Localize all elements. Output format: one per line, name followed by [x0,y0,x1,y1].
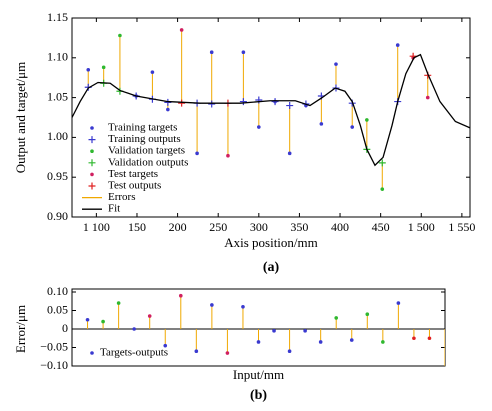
target-point [334,62,338,66]
error-point [178,293,183,298]
y-tick-label: 0.10 [47,284,68,298]
x-tick-label: 450 [372,220,390,234]
target-point [287,151,292,156]
error-point [443,368,447,372]
plot-area [72,28,470,191]
x-tick-label: 1 500 [408,220,435,234]
error-point [194,349,199,354]
y-tick-label: 0.05 [47,302,68,316]
caption: (a) [263,260,280,275]
target-point [209,50,214,55]
legend-marker [88,136,96,144]
y-axis-label: Error/μm [13,305,28,353]
x-tick-label: 350 [290,220,308,234]
error-point [163,343,168,348]
output-point [164,98,172,106]
error-point [132,327,136,331]
x-tick-label: 300 [250,220,268,234]
error-point [225,351,230,355]
output-point [178,99,186,107]
error-point [147,314,152,318]
x-axis-label: Input/mm [233,367,284,382]
y-axis-label: Output and target/μm [13,62,28,173]
y-tick-label: 1.00 [47,129,68,143]
target-point [395,43,400,47]
y-tick-label: −0.10 [40,358,68,372]
x-tick-label: 1 100 [83,220,110,234]
legend-marker [90,126,94,130]
output-point [378,159,386,167]
legend-marker [90,172,94,177]
legend-label: Validation outputs [108,156,188,168]
target-point [118,33,122,38]
target-point [150,70,155,74]
target-point [257,125,261,129]
error-point [241,305,245,309]
legend-label: Fit [108,203,120,215]
target-point [241,50,246,55]
target-point [179,28,184,32]
y-tick-label: 1.15 [47,10,68,24]
y-tick-label: 0.95 [47,169,68,183]
y-tick-label: −0.05 [40,339,68,353]
plot-area [72,293,447,372]
error-point [210,303,214,307]
error-point [396,301,401,305]
target-point [380,187,385,191]
y-tick-label: 0.90 [47,209,68,223]
error-point [85,317,90,322]
legend-label: Training outputs [108,133,181,145]
caption: (b) [250,388,267,403]
legend-marker [88,159,96,167]
fit-line [72,53,470,167]
x-tick-label: 250 [209,220,227,234]
legend-label: Validation targets [108,145,185,157]
x-tick-label: 150 [128,220,146,234]
output-point [271,98,279,106]
x-tick-label: 400 [331,220,349,234]
x-axis-label: Axis position/mm [224,235,318,250]
target-point [101,65,106,70]
legend-label: Errors [108,191,136,203]
error-point [256,340,261,344]
legend-label: Training targets [108,122,177,134]
error-point [116,301,121,305]
error-point [318,340,323,344]
error-point [427,336,432,341]
y-tick-label: 1.05 [47,89,68,103]
y-tick-label: 1.10 [47,50,68,64]
target-point [365,118,369,122]
error-point [412,336,416,341]
legend-marker [88,182,96,190]
legend-label: Test outputs [108,180,161,192]
target-point [86,67,91,72]
plot-frame [71,288,446,367]
target-point [350,125,355,129]
legend-marker [90,149,94,153]
output-point [239,98,247,106]
legend-label: Targets-outputs [100,347,168,359]
error-point [303,329,307,333]
x-tick-label: 1 550 [448,220,475,234]
error-point [381,340,385,344]
target-point [166,107,170,112]
error-point [365,312,370,317]
target-point [425,95,430,100]
legend-label: Test targets [108,168,158,180]
target-point [319,122,324,126]
target-point [195,151,199,156]
y-tick-label: 0 [62,321,68,335]
error-point [101,319,105,324]
output-point [286,102,294,110]
error-point [334,316,339,320]
error-point [349,338,354,342]
legend-marker [90,351,94,355]
error-point [287,349,292,354]
error-point [272,329,276,333]
output-point [208,100,216,108]
target-point [226,153,230,158]
x-tick-label: 200 [169,220,187,234]
